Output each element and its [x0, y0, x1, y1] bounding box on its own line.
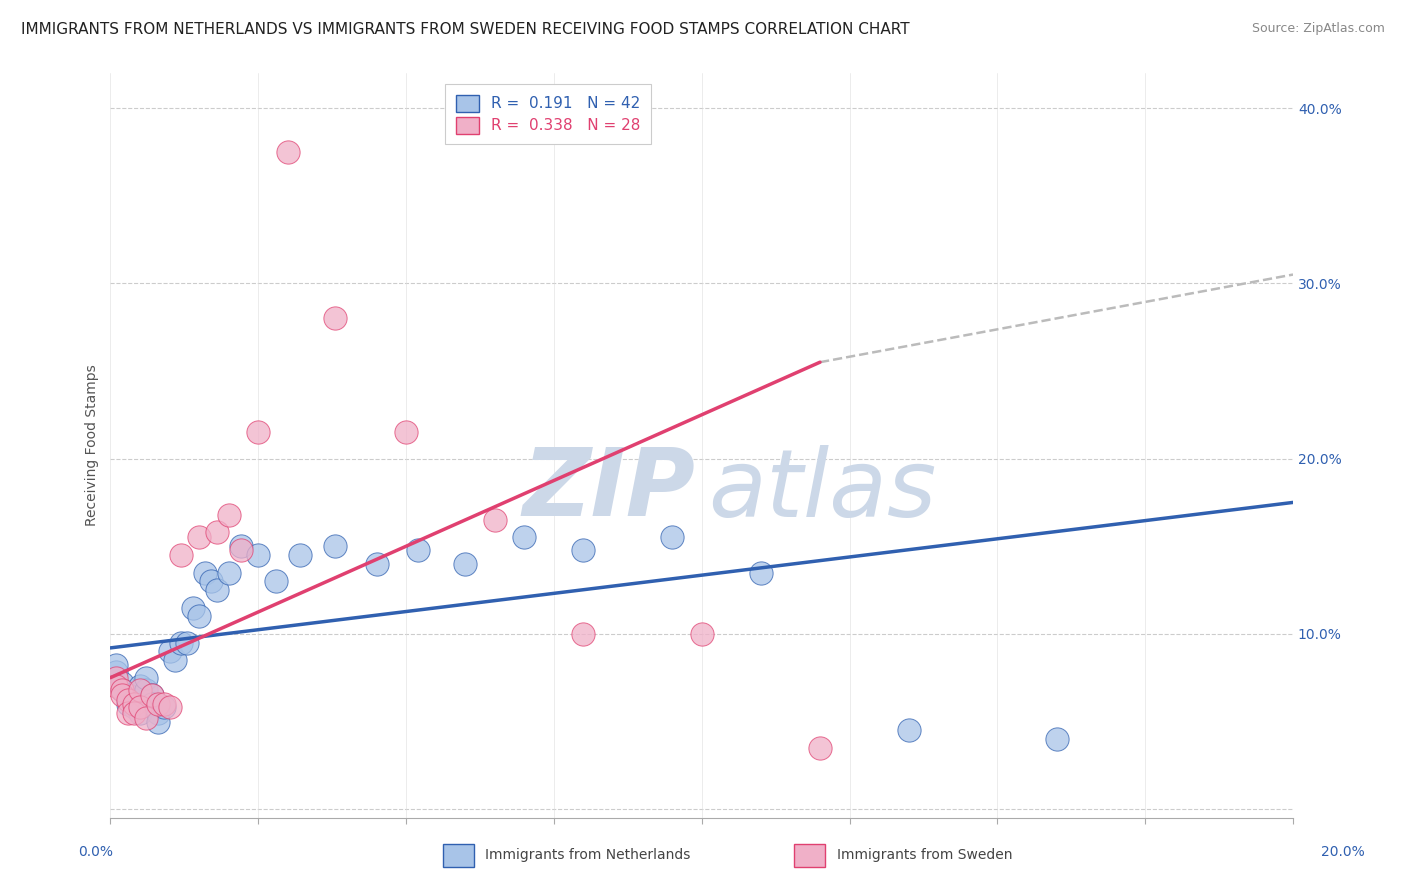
- Point: [323, 539, 346, 553]
- Point: [406, 542, 429, 557]
- Point: [170, 635, 193, 649]
- Point: [105, 671, 128, 685]
- Point: [572, 627, 595, 641]
- Legend: R =  0.191   N = 42, R =  0.338   N = 28: R = 0.191 N = 42, R = 0.338 N = 28: [446, 85, 651, 145]
- Point: [159, 700, 181, 714]
- Point: [105, 665, 128, 680]
- Point: [135, 683, 157, 698]
- Point: [188, 609, 211, 624]
- Point: [218, 566, 240, 580]
- Point: [146, 714, 169, 729]
- Point: [122, 693, 145, 707]
- Point: [117, 697, 139, 711]
- Point: [1045, 732, 1067, 747]
- Point: [111, 688, 134, 702]
- Point: [247, 548, 270, 562]
- Point: [264, 574, 287, 589]
- Point: [205, 583, 228, 598]
- Text: atlas: atlas: [707, 444, 936, 536]
- Point: [229, 539, 252, 553]
- Point: [152, 700, 174, 714]
- Point: [165, 653, 187, 667]
- Y-axis label: Receiving Food Stamps: Receiving Food Stamps: [86, 365, 100, 526]
- Point: [323, 311, 346, 326]
- Point: [141, 697, 163, 711]
- Point: [111, 676, 134, 690]
- Point: [105, 658, 128, 673]
- Point: [808, 740, 831, 755]
- Point: [105, 680, 128, 694]
- Text: Immigrants from Sweden: Immigrants from Sweden: [837, 848, 1012, 863]
- Point: [129, 680, 152, 694]
- Point: [111, 683, 134, 698]
- Text: Immigrants from Netherlands: Immigrants from Netherlands: [485, 848, 690, 863]
- Point: [454, 557, 477, 571]
- Point: [200, 574, 222, 589]
- Point: [117, 693, 139, 707]
- Point: [395, 425, 418, 440]
- Point: [484, 513, 506, 527]
- Point: [176, 635, 198, 649]
- Point: [229, 542, 252, 557]
- Point: [277, 145, 299, 159]
- Text: ZIP: ZIP: [523, 444, 696, 536]
- Point: [188, 531, 211, 545]
- Point: [170, 548, 193, 562]
- Point: [247, 425, 270, 440]
- Text: 20.0%: 20.0%: [1320, 845, 1365, 859]
- Point: [661, 531, 683, 545]
- Point: [749, 566, 772, 580]
- Point: [146, 697, 169, 711]
- Point: [146, 706, 169, 720]
- Point: [129, 683, 152, 698]
- Point: [218, 508, 240, 522]
- Point: [122, 706, 145, 720]
- Point: [897, 723, 920, 738]
- Point: [194, 566, 217, 580]
- Point: [129, 700, 152, 714]
- Point: [117, 706, 139, 720]
- Point: [288, 548, 311, 562]
- Point: [129, 700, 152, 714]
- Point: [117, 688, 139, 702]
- Point: [366, 557, 388, 571]
- Point: [122, 697, 145, 711]
- Text: IMMIGRANTS FROM NETHERLANDS VS IMMIGRANTS FROM SWEDEN RECEIVING FOOD STAMPS CORR: IMMIGRANTS FROM NETHERLANDS VS IMMIGRANT…: [21, 22, 910, 37]
- Point: [135, 711, 157, 725]
- Point: [141, 688, 163, 702]
- Text: 0.0%: 0.0%: [79, 845, 112, 859]
- Point: [135, 671, 157, 685]
- Point: [141, 688, 163, 702]
- Point: [690, 627, 713, 641]
- Point: [181, 600, 204, 615]
- Point: [513, 531, 536, 545]
- Point: [122, 700, 145, 714]
- Point: [159, 644, 181, 658]
- Point: [205, 525, 228, 540]
- Point: [572, 542, 595, 557]
- Point: [152, 697, 174, 711]
- Text: Source: ZipAtlas.com: Source: ZipAtlas.com: [1251, 22, 1385, 36]
- Point: [111, 683, 134, 698]
- Point: [129, 706, 152, 720]
